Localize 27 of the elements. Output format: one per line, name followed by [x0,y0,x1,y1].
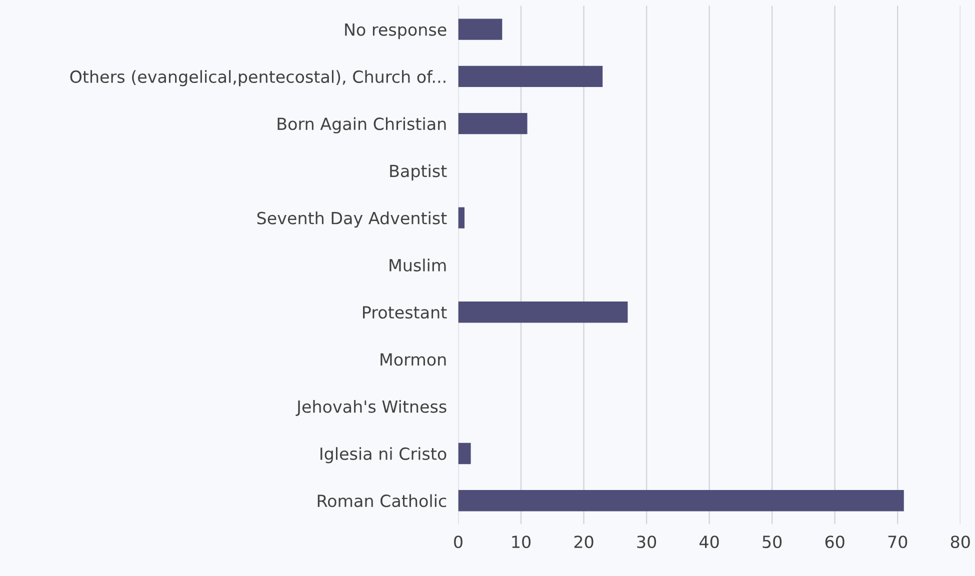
x-tick-label: 80 [950,536,970,548]
x-tick-label: 50 [762,536,782,548]
x-tick-label: 30 [637,536,656,548]
y-tick-label: Baptist [390,164,447,181]
y-tick-label: Iglesia ni Cristo [320,447,446,464]
bar [458,112,528,134]
x-tick-label: 40 [700,536,719,548]
x-tick-label: 10 [512,536,531,548]
bar [458,490,904,512]
x-tick-label: 20 [574,536,594,548]
bar [458,66,603,88]
x-tick-label: 70 [888,536,908,548]
x-tick-label: 60 [825,536,844,548]
y-tick-label: Others (evangelical,pentecostal), Church of... [70,70,446,86]
x-tick-label: 0 [454,536,462,548]
y-tick-label: Jehovah's Witness [296,400,446,416]
bar [458,301,628,323]
y-tick-label: Mormon [380,353,446,366]
bar [458,442,471,464]
y-tick-label: No response [345,24,446,40]
y-tick-label: Muslim [390,258,446,272]
y-tick-label: Roman Catholic [318,494,446,508]
y-tick-label: Protestant [363,306,447,319]
y-tick-label: Born Again Christian [278,117,446,134]
y-tick-label: Seventh Day Adventist [257,212,447,228]
bar [458,18,502,40]
bar [458,207,465,228]
